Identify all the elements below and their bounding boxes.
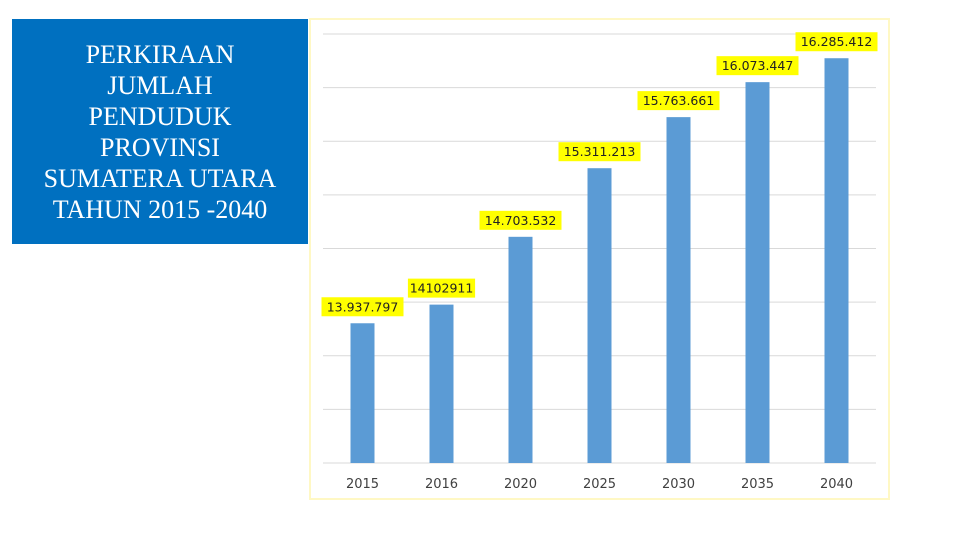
data-label-2020: 14.703.532 <box>485 213 557 228</box>
data-label-bg-2020 <box>479 210 562 230</box>
data-label-2025: 15.311.213 <box>564 144 636 159</box>
bar-2025 <box>587 168 612 463</box>
data-label-bg-2040 <box>795 32 878 52</box>
bar-2016 <box>429 304 454 463</box>
data-label-2030: 15.763.661 <box>643 93 715 108</box>
bar-2030 <box>666 117 691 464</box>
x-axis-tick-labels: 2015 2016 2020 2025 2030 2035 2040 <box>346 477 853 492</box>
x-tick-2040: 2040 <box>820 477 853 492</box>
data-label-2040: 16.285.412 <box>801 34 873 49</box>
bar-2035 <box>745 82 770 464</box>
data-label-bg-2025 <box>558 142 641 162</box>
data-label-bg-2015 <box>321 297 404 317</box>
x-tick-2025: 2025 <box>583 477 616 492</box>
bars <box>350 58 849 464</box>
chart-frame <box>309 18 890 500</box>
data-label-2035: 16.073.447 <box>722 58 794 73</box>
bar-2040 <box>824 58 849 463</box>
x-tick-2030: 2030 <box>662 477 695 492</box>
bar-2015 <box>350 323 375 463</box>
data-label-2016: 14102911 <box>410 281 474 296</box>
x-tick-2016: 2016 <box>425 477 458 492</box>
data-label-bg-2035 <box>716 56 799 76</box>
bar-2020 <box>508 236 533 463</box>
chart-title: PERKIRAAN JUMLAH PENDUDUK PROVINSI SUMAT… <box>43 39 277 224</box>
x-tick-2015: 2015 <box>346 477 379 492</box>
x-tick-2035: 2035 <box>741 477 774 492</box>
x-tick-2020: 2020 <box>504 477 537 492</box>
data-label-bg-2016 <box>407 278 476 298</box>
data-label-2015: 13.937.797 <box>327 299 399 314</box>
data-labels: 13.937.797 14102911 14.703.532 15.311.213 15… <box>321 32 878 317</box>
title-box: PERKIRAAN JUMLAH PENDUDUK PROVINSI SUMAT… <box>12 19 308 244</box>
data-label-bg-2030 <box>637 91 720 111</box>
